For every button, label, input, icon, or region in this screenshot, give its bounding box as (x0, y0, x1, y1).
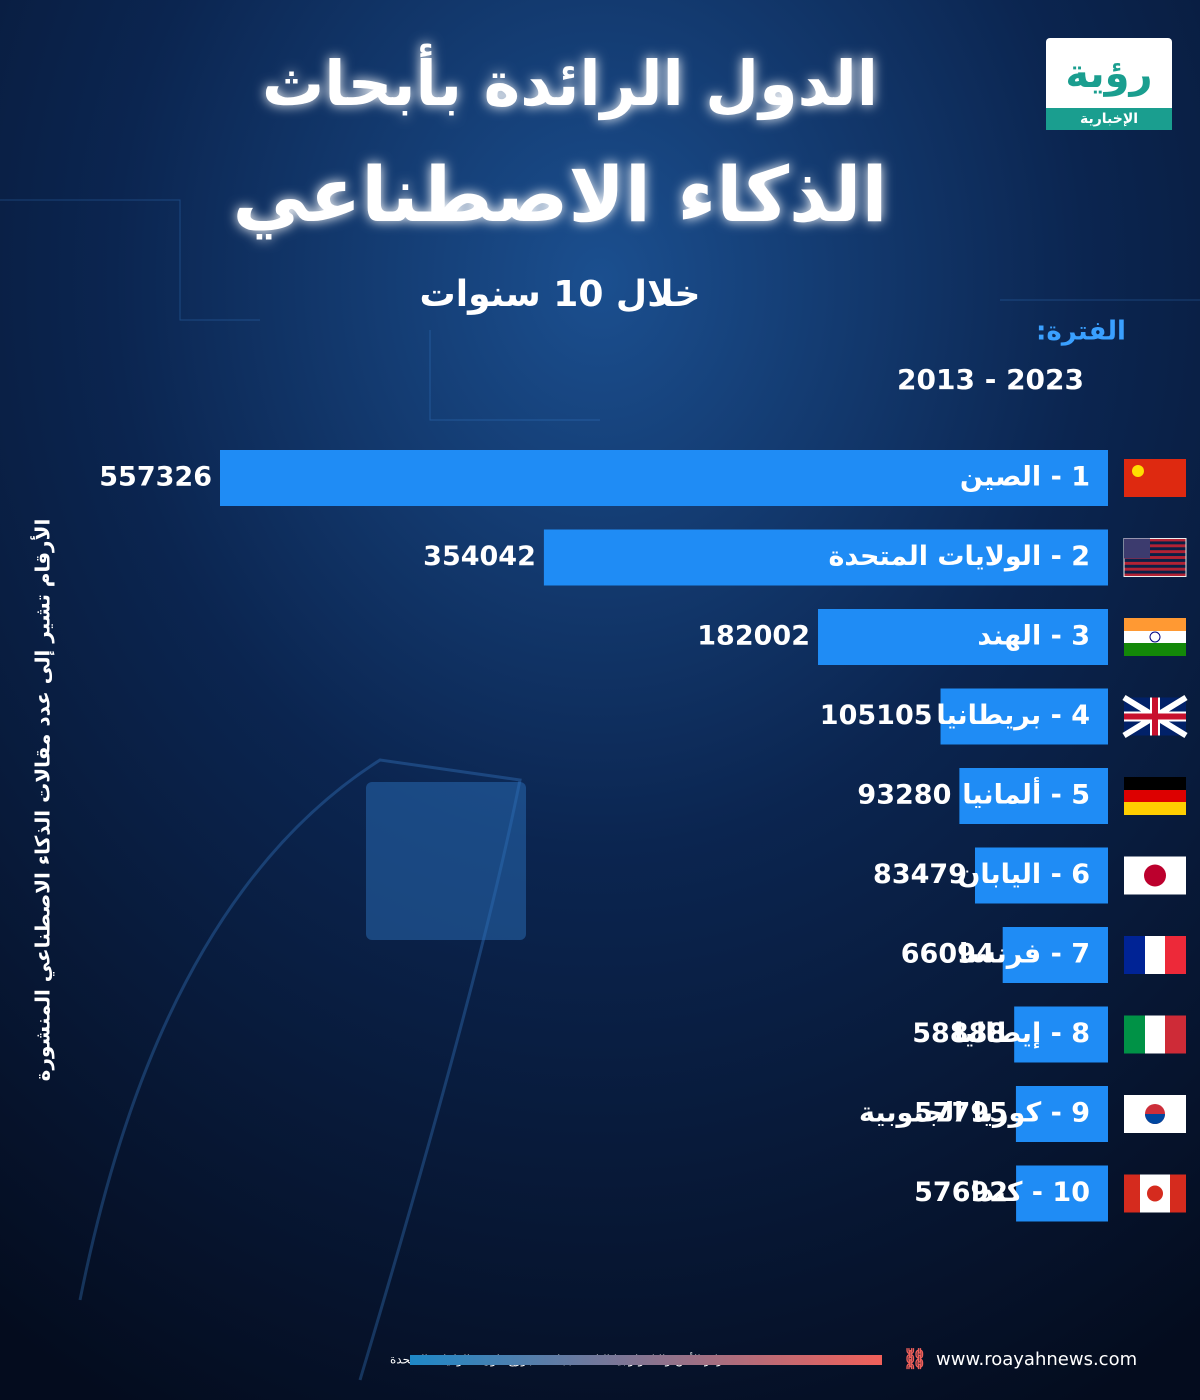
flag (1124, 538, 1150, 559)
value-label: 354042 (423, 541, 536, 572)
logo-name: رؤية (1065, 51, 1152, 97)
category-label: 10 - كندا (971, 1177, 1090, 1208)
bar (959, 768, 1108, 824)
flag (1124, 459, 1186, 497)
category-label: 5 - ألمانيا (962, 777, 1090, 811)
value-label: 182002 (697, 621, 810, 652)
value-label: 57692 (914, 1177, 1008, 1208)
flag (1145, 1114, 1165, 1124)
flag (1165, 936, 1186, 974)
category-label: 8 - إيطاليا (954, 1018, 1090, 1049)
bars: 557326 1 - الصين 354042 2 - الولايات المتحد… (99, 450, 1188, 1222)
category-label: 1 - الصين (960, 462, 1090, 493)
flag (1149, 631, 1161, 643)
flag (1124, 777, 1186, 790)
flag (1124, 790, 1186, 802)
flag (1124, 561, 1186, 565)
subtitle: خلال 10 سنوات (420, 274, 701, 315)
flag (1124, 573, 1186, 577)
flag (1145, 936, 1165, 974)
flag (1124, 631, 1186, 643)
category-label: 7 - فرنسا (959, 939, 1090, 970)
category-label: 9 - كوريا الجنوبية (859, 1098, 1090, 1129)
flag (1124, 936, 1145, 974)
value-label: 93280 (857, 780, 951, 811)
bar (220, 450, 1108, 506)
bar (1016, 1165, 1108, 1222)
flag (1124, 567, 1186, 571)
footer-bar (410, 1355, 882, 1365)
category-label: 6 - اليابان (957, 859, 1090, 890)
bar (1002, 927, 1108, 983)
website: www.roayahnews.com (936, 1349, 1137, 1370)
flag (1124, 538, 1186, 542)
bar (940, 688, 1108, 745)
flag (1124, 643, 1186, 656)
category-label: 4 - بريطانيا (936, 700, 1090, 731)
link-icon: ⛓ (902, 1347, 927, 1371)
value-label: 557326 (99, 462, 212, 493)
category-label: 2 - الولايات المتحدة (828, 541, 1090, 572)
value-label: 57795 (914, 1098, 1008, 1129)
value-label: 83479 (873, 859, 967, 890)
value-label: 66094 (901, 939, 995, 970)
title-line: الدول الرائدة بأبحاث (262, 43, 878, 120)
flag (1124, 1015, 1145, 1054)
flag (1124, 556, 1186, 559)
title-line: الذكاء الاصطناعي (232, 150, 887, 240)
value-label: 105105 (820, 700, 933, 731)
bar (818, 609, 1108, 665)
flag (1147, 1185, 1163, 1202)
flag (1170, 1174, 1186, 1213)
period: 2013 - 2023 (897, 363, 1084, 396)
value-label: 58888 (912, 1018, 1006, 1049)
logo: رؤية الإخبارية (1046, 38, 1172, 130)
flag (1124, 550, 1186, 554)
flag (1132, 465, 1144, 477)
flag (1124, 544, 1186, 548)
category-label: 3 - الهند (977, 621, 1090, 652)
logo-tagline: الإخبارية (1080, 111, 1138, 127)
circuit-decor (0, 199, 1200, 1381)
flag (1165, 1015, 1186, 1054)
bar (543, 529, 1108, 586)
flag (1144, 864, 1166, 887)
axis-label: الأرقام تشير إلى عدد مقالات الذكاء الاصط… (30, 519, 56, 1082)
chip-decor (366, 782, 526, 940)
flag (1145, 1015, 1165, 1054)
bar (1014, 1006, 1108, 1063)
flag (1124, 618, 1186, 631)
flag (1124, 802, 1186, 815)
bar (974, 847, 1108, 904)
period-label: الفترة: (1036, 317, 1126, 347)
bar (1015, 1086, 1108, 1142)
flag (1124, 1174, 1140, 1213)
flag (1124, 697, 1186, 736)
